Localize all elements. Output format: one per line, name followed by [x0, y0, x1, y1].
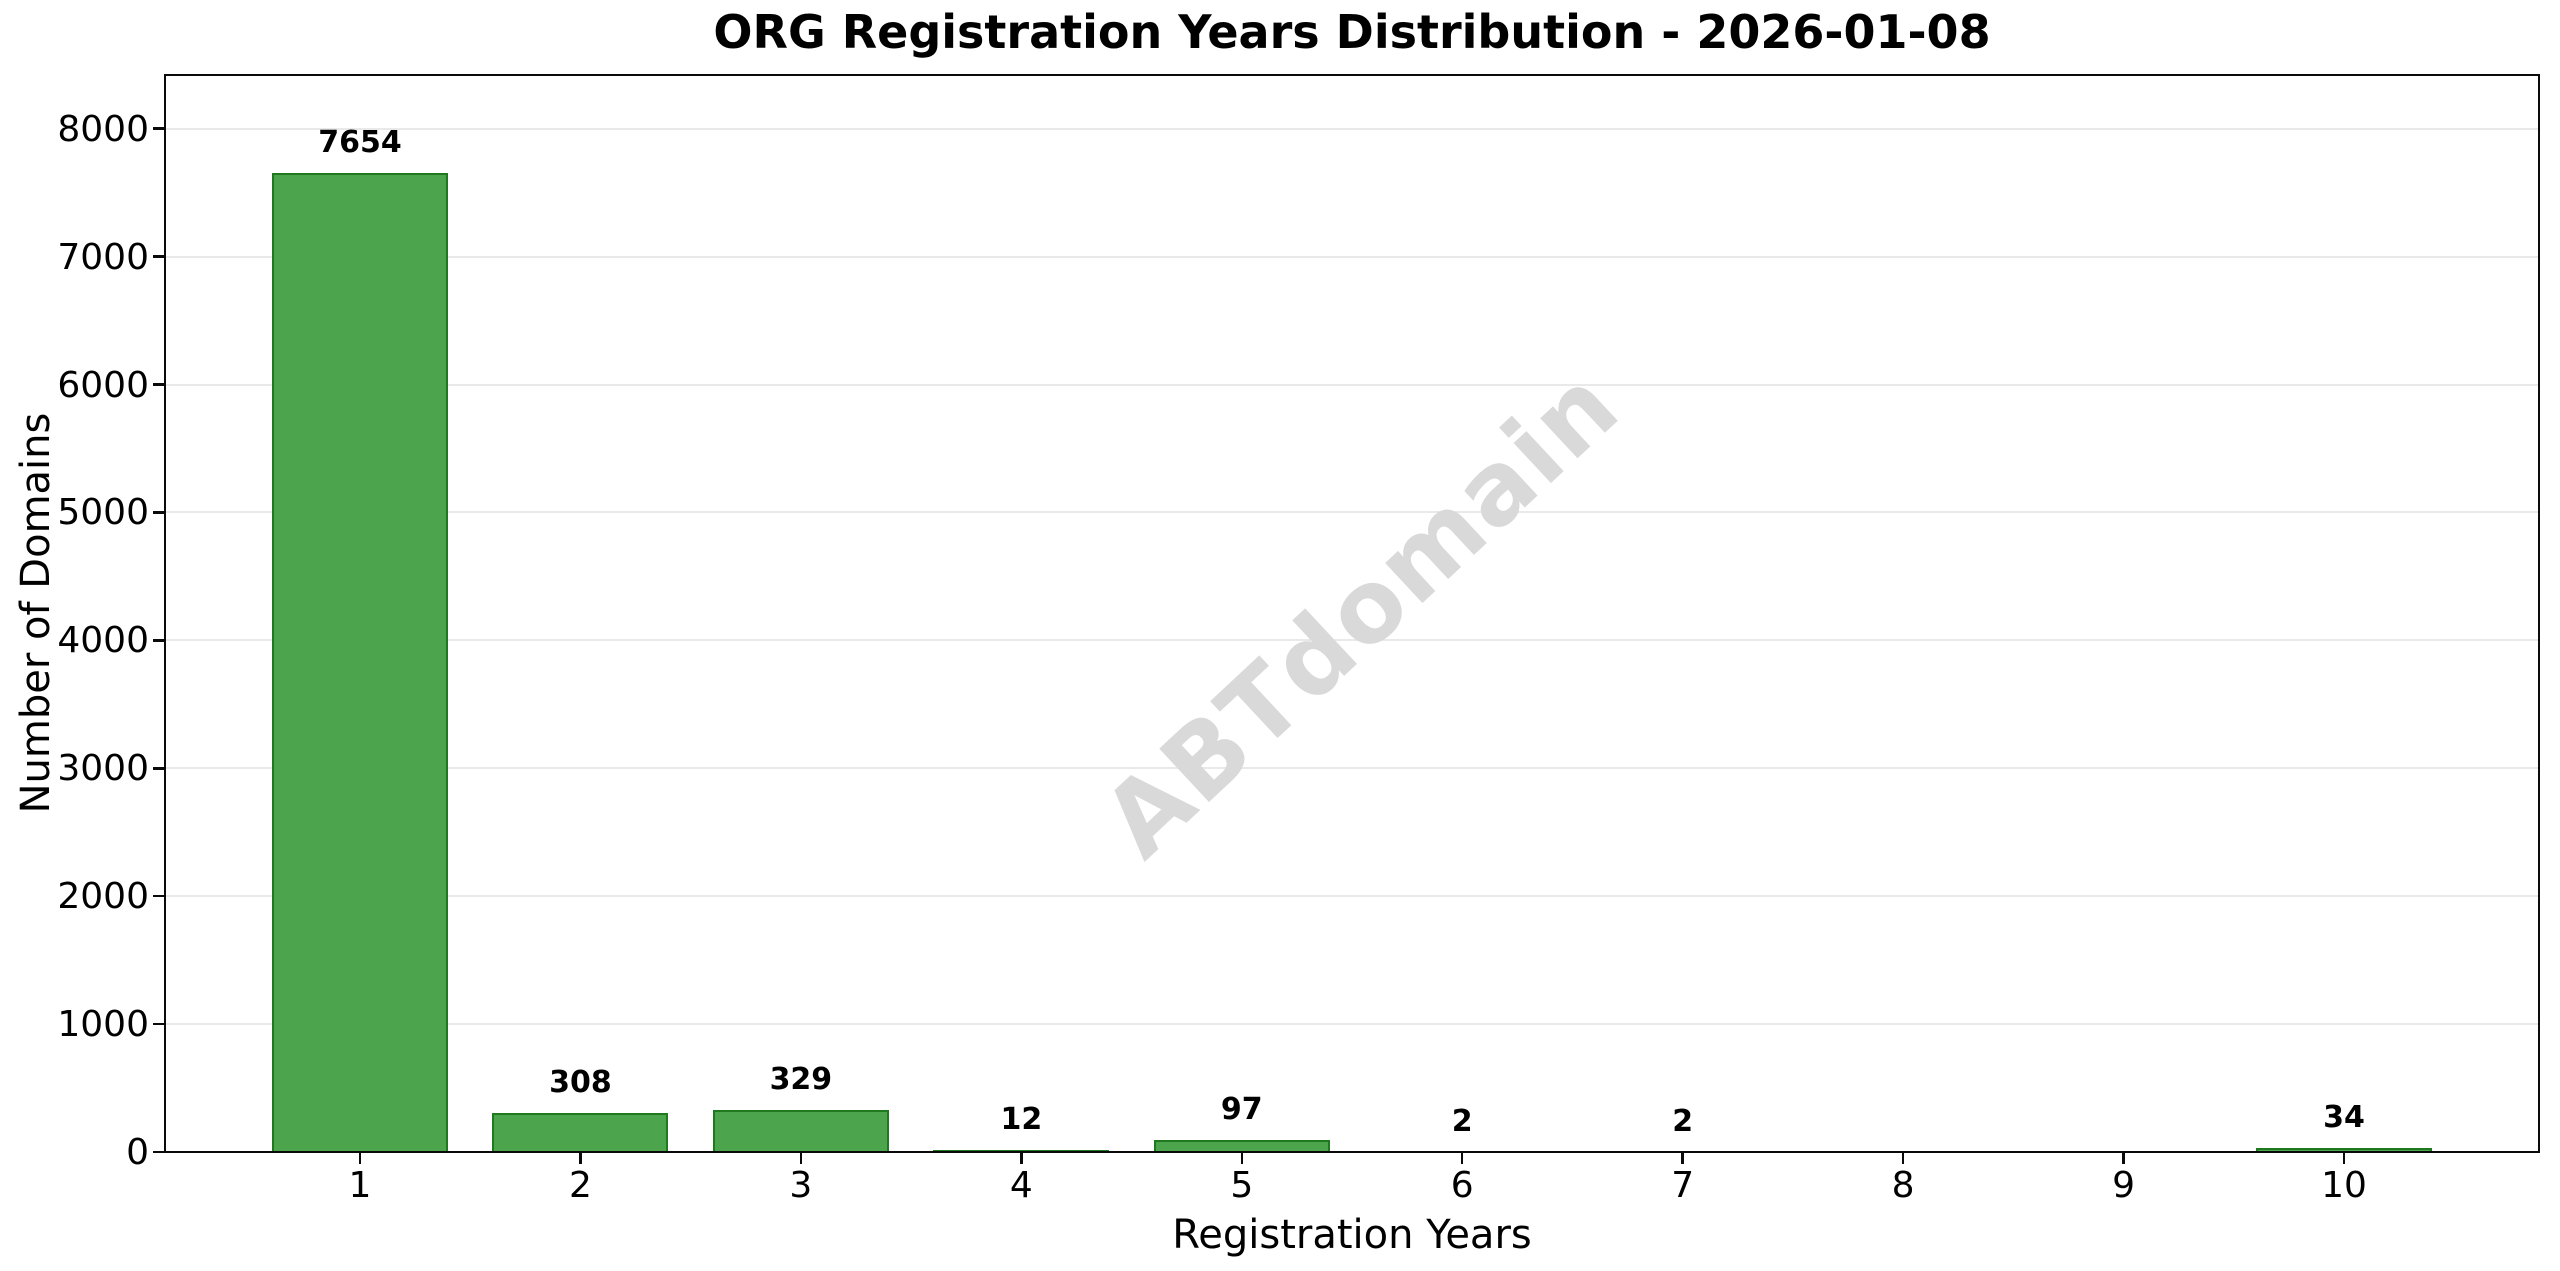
y-tick-mark: [153, 767, 165, 770]
bar-value-label: 329: [769, 1061, 833, 1097]
bar: [492, 1112, 669, 1152]
bar: [712, 1109, 889, 1152]
y-tick-label: 2000: [57, 876, 149, 918]
watermark: ABTdomain: [1080, 346, 1642, 880]
x-tick-label: 5: [1230, 1165, 1254, 1206]
bar-value-label: 308: [549, 1064, 612, 1100]
x-tick-mark: [1020, 1152, 1023, 1164]
x-tick-label: 9: [2112, 1165, 2135, 1206]
x-tick-label: 2: [568, 1165, 592, 1206]
y-axis-label: Number of Domains: [13, 412, 59, 814]
bar-value-label: 7654: [318, 124, 402, 160]
bar-value-label: 97: [1220, 1091, 1263, 1127]
y-tick-label: 6000: [57, 364, 149, 406]
y-tick-mark: [153, 1022, 165, 1026]
y-tick-mark: [153, 511, 165, 514]
gridline: [165, 767, 2539, 770]
x-tick-mark: [799, 1152, 803, 1164]
y-tick-mark: [153, 639, 165, 642]
x-tick-mark: [579, 1152, 582, 1164]
gridline: [165, 511, 2539, 514]
gridline: [165, 1023, 2539, 1026]
bar: [2256, 1147, 2432, 1152]
x-tick-mark: [2342, 1152, 2346, 1164]
x-tick-label: 6: [1450, 1165, 1474, 1206]
x-tick-mark: [1240, 1152, 1244, 1164]
y-tick-mark: [153, 894, 165, 898]
y-tick-label: 5000: [57, 492, 149, 534]
y-tick-mark: [153, 383, 165, 386]
gridline: [165, 127, 2539, 130]
x-tick-label: 1: [348, 1165, 372, 1206]
y-tick-mark: [153, 127, 165, 130]
x-tick-label: 10: [2321, 1165, 2367, 1206]
y-tick-label: 0: [126, 1132, 149, 1173]
x-tick-label: 4: [1009, 1165, 1033, 1206]
bar-value-label: 2: [1451, 1103, 1473, 1139]
bar: [272, 172, 448, 1152]
bar: [1153, 1139, 1330, 1152]
x-tick-mark: [1901, 1152, 1905, 1164]
bar-value-label: 2: [1672, 1103, 1694, 1139]
bar-value-label: 34: [2323, 1099, 2365, 1135]
gridline: [165, 639, 2539, 642]
plot-area: ABTdomain 0 1000 2000 3000 4000 5000 6000 7000 8…: [57, 74, 2540, 1204]
y-tick-label: 1000: [57, 1004, 149, 1046]
y-tick-label: 3000: [57, 748, 149, 790]
x-tick-mark: [1460, 1152, 1464, 1164]
gridline: [165, 383, 2539, 386]
y-tick-label: 8000: [57, 108, 149, 150]
x-tick-label: 7: [1671, 1165, 1695, 1206]
x-tick-mark: [358, 1152, 362, 1164]
gridline: [165, 255, 2539, 258]
y-tick-label: 7000: [57, 236, 149, 278]
y-tick-label: 4000: [57, 620, 149, 662]
gridline: [165, 895, 2539, 898]
chart-title: ORG Registration Years Distribution - 20…: [713, 5, 1991, 59]
bar-value-label: 12: [1000, 1102, 1043, 1138]
x-tick-mark: [1681, 1152, 1684, 1164]
x-axis-label: Registration Years: [1172, 1212, 1532, 1258]
y-tick-mark: [153, 255, 165, 258]
x-tick-mark: [2122, 1152, 2125, 1164]
x-tick-label: 8: [1891, 1165, 1915, 1206]
y-tick-mark: [153, 1150, 165, 1154]
x-tick-label: 3: [789, 1165, 813, 1206]
